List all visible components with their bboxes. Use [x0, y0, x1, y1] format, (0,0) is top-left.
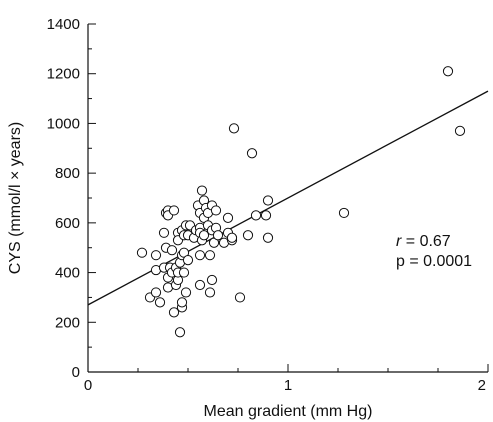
data-point	[150, 287, 162, 298]
data-point	[154, 297, 166, 308]
y-tick-label: 1400	[47, 16, 80, 33]
data-point	[158, 227, 170, 238]
data-point	[222, 212, 234, 223]
data-point	[198, 230, 210, 241]
p-annotation: p = 0.0001	[396, 253, 472, 270]
data-point	[260, 210, 272, 221]
data-point	[250, 210, 262, 221]
r-annotation: r = 0.67	[396, 233, 451, 250]
r-value: = 0.67	[401, 233, 450, 250]
data-point	[180, 287, 192, 298]
data-point	[174, 327, 186, 338]
data-point	[178, 267, 190, 278]
data-point	[212, 230, 224, 241]
x-tick-label: 1	[284, 377, 292, 394]
data-point	[194, 250, 206, 261]
data-point	[442, 66, 454, 77]
y-tick-label: 800	[55, 165, 80, 182]
data-point	[176, 297, 188, 308]
r-symbol: r	[396, 233, 402, 250]
y-tick-label: 1200	[47, 66, 80, 83]
data-point	[136, 247, 148, 258]
data-point	[228, 123, 240, 134]
data-point	[194, 279, 206, 291]
y-tick-label: 200	[55, 314, 80, 331]
data-point	[262, 232, 274, 243]
data-point	[168, 307, 180, 318]
data-point	[262, 195, 274, 206]
data-point	[226, 232, 238, 243]
data-point	[454, 125, 466, 136]
data-point	[338, 207, 350, 219]
y-axis-title: CYS (mmol/l × years)	[7, 122, 24, 274]
data-point	[234, 292, 246, 303]
regression-line	[87, 90, 489, 306]
x-axis-title: Mean gradient (mm Hg)	[204, 403, 373, 420]
y-tick-label: 1000	[47, 115, 80, 132]
data-point	[246, 148, 258, 159]
data-point	[196, 185, 208, 196]
data-point	[182, 255, 194, 266]
data-point	[204, 287, 216, 298]
data-point	[242, 230, 254, 241]
x-tick-label: 0	[84, 377, 92, 394]
y-tick-label: 600	[55, 215, 80, 232]
data-point	[210, 205, 222, 216]
y-tick-label: 0	[72, 364, 80, 381]
data-point	[204, 250, 216, 261]
data-point	[206, 274, 218, 286]
data-point	[150, 250, 162, 261]
data-point	[168, 205, 180, 216]
y-tick-label: 400	[55, 265, 80, 282]
x-tick-label: 2	[478, 377, 486, 394]
data-point	[166, 245, 178, 256]
